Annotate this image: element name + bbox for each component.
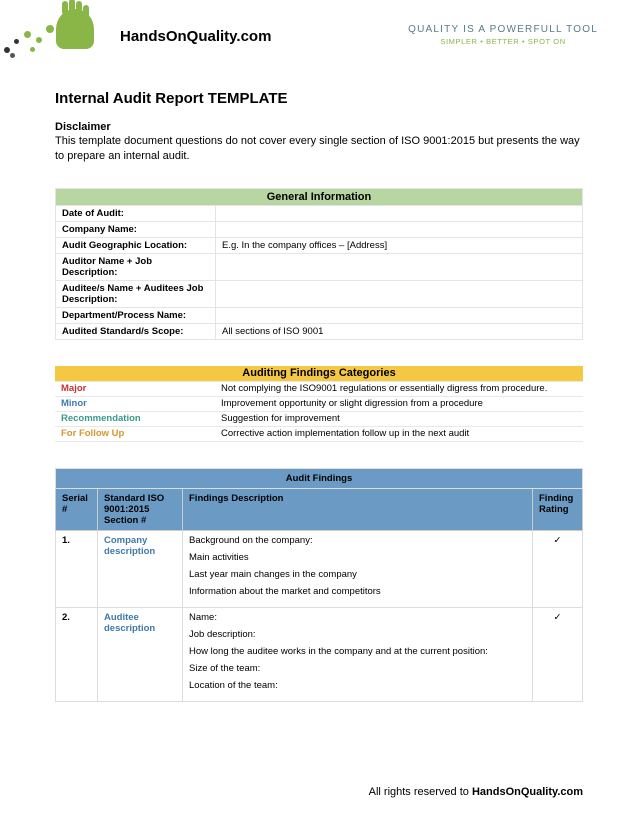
col-rating: Finding Rating (533, 488, 583, 530)
info-value (216, 307, 583, 323)
finding-desc-line: Name: (189, 612, 526, 623)
category-label: Minor (55, 396, 215, 411)
info-row: Department/Process Name: (56, 307, 583, 323)
info-label: Auditor Name + Job Description: (56, 253, 216, 280)
info-label: Company Name: (56, 221, 216, 237)
info-value: E.g. In the company offices – [Address] (216, 237, 583, 253)
tagline: QUALITY IS A POWERFULL TOOL SIMPLER • BE… (408, 24, 598, 46)
info-row: Audited Standard/s Scope:All sections of… (56, 323, 583, 339)
finding-serial: 2. (56, 607, 98, 701)
findings-table: Audit Findings Serial # Standard ISO 900… (55, 468, 583, 702)
category-row: MinorImprovement opportunity or slight d… (55, 396, 583, 411)
category-row: RecommendationSuggestion for improvement (55, 411, 583, 426)
site-name: HandsOnQuality.com (120, 28, 271, 45)
info-value: All sections of ISO 9001 (216, 323, 583, 339)
info-row: Audit Geographic Location:E.g. In the co… (56, 237, 583, 253)
finding-row: 2.Auditee description Name: Job descriptio… (56, 607, 583, 701)
info-value (216, 221, 583, 237)
info-row: Company Name: (56, 221, 583, 237)
finding-description: Name: Job description: How long the audite… (183, 607, 533, 701)
info-row: Auditee/s Name + Auditees Job Descriptio… (56, 280, 583, 307)
finding-desc-line: Main activities (189, 552, 526, 563)
finding-row: 1.Company descriptionBackground on the c… (56, 530, 583, 607)
content: Internal Audit Report TEMPLATE Disclaime… (0, 70, 638, 702)
categories-header: Auditing Findings Categories (55, 366, 583, 382)
findings-header: Audit Findings (56, 468, 583, 488)
info-value (216, 205, 583, 221)
info-row: Date of Audit: (56, 205, 583, 221)
finding-section: Auditee description (98, 607, 183, 701)
info-label: Audited Standard/s Scope: (56, 323, 216, 339)
page-header: HandsOnQuality.com QUALITY IS A POWERFUL… (0, 0, 638, 70)
category-label: For Follow Up (55, 426, 215, 441)
info-label: Audit Geographic Location: (56, 237, 216, 253)
category-desc: Corrective action implementation follow … (215, 426, 583, 441)
finding-section: Company description (98, 530, 183, 607)
col-standard: Standard ISO 9001:2015 Section # (98, 488, 183, 530)
finding-description: Background on the company: Main activitie… (183, 530, 533, 607)
page-title: Internal Audit Report TEMPLATE (55, 90, 583, 107)
finding-serial: 1. (56, 530, 98, 607)
category-row: MajorNot complying the ISO9001 regulatio… (55, 381, 583, 396)
finding-rating: ✓ (533, 607, 583, 701)
col-serial: Serial # (56, 488, 98, 530)
finding-desc-line: Job description: (189, 629, 526, 640)
finding-desc-line: Background on the company: (189, 535, 526, 546)
finding-desc-line: Information about the market and competi… (189, 586, 526, 597)
tagline-sub: SIMPLER • BETTER • SPOT ON (408, 37, 598, 46)
info-row: Auditor Name + Job Description: (56, 253, 583, 280)
findings-columns: Serial # Standard ISO 9001:2015 Section … (56, 488, 583, 530)
info-label: Department/Process Name: (56, 307, 216, 323)
category-desc: Suggestion for improvement (215, 411, 583, 426)
general-info-table: General Information Date of Audit:Compan… (55, 188, 583, 340)
info-value (216, 280, 583, 307)
general-info-header: General Information (56, 188, 583, 205)
footer: All rights reserved to HandsOnQuality.co… (369, 786, 583, 798)
category-label: Recommendation (55, 411, 215, 426)
footer-prefix: All rights reserved to (369, 786, 472, 798)
info-label: Date of Audit: (56, 205, 216, 221)
finding-desc-line: Last year main changes in the company (189, 569, 526, 580)
finding-desc-line: Size of the team: (189, 663, 526, 674)
finding-desc-line: How long the auditee works in the compan… (189, 646, 526, 657)
info-value (216, 253, 583, 280)
category-row: For Follow UpCorrective action implement… (55, 426, 583, 441)
category-desc: Not complying the ISO9001 regulations or… (215, 381, 583, 396)
category-label: Major (55, 381, 215, 396)
tagline-main: QUALITY IS A POWERFULL TOOL (408, 24, 598, 35)
footer-bold: HandsOnQuality.com (472, 786, 583, 798)
category-desc: Improvement opportunity or slight digres… (215, 396, 583, 411)
disclaimer-heading: Disclaimer (55, 121, 583, 133)
finding-rating: ✓ (533, 530, 583, 607)
categories-table: Auditing Findings Categories MajorNot co… (55, 366, 583, 442)
disclaimer-text: This template document questions do not … (55, 134, 583, 164)
col-description: Findings Description (183, 488, 533, 530)
logo (0, 9, 100, 64)
finding-desc-line: Location of the team: (189, 680, 526, 691)
info-label: Auditee/s Name + Auditees Job Descriptio… (56, 280, 216, 307)
